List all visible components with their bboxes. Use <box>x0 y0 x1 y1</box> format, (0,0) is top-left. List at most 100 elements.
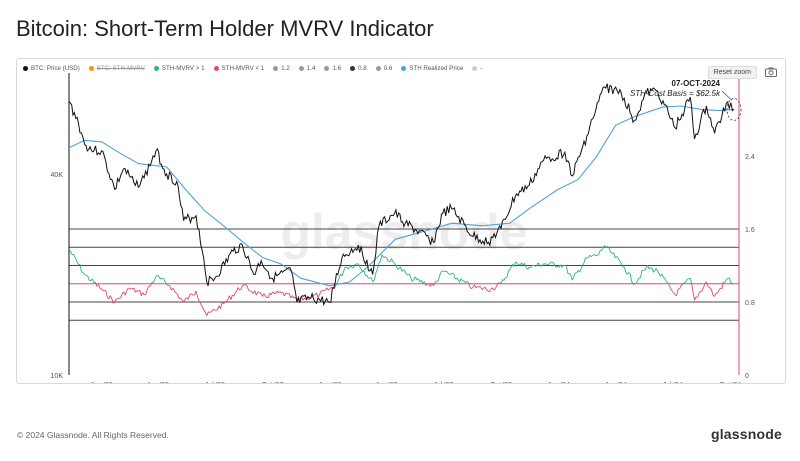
legend-item[interactable]: - <box>472 65 482 72</box>
mvrv-above-segment <box>392 261 395 264</box>
mvrv-above-segment <box>573 272 576 277</box>
legend-item[interactable]: BTC: STH-MVRV <box>88 65 145 72</box>
camera-icon[interactable] <box>765 67 777 77</box>
legend-item[interactable]: 1.6 <box>324 65 341 72</box>
brand-logo: glassnode <box>710 426 782 442</box>
mvrv-below-segment <box>120 293 123 298</box>
mvrv-below-segment <box>316 292 319 298</box>
x-tick-label: Oct '23 <box>490 382 512 383</box>
reset-zoom-button[interactable]: Reset zoom <box>707 66 757 79</box>
mvrv-below-segment <box>187 294 191 300</box>
mvrv-above-segment <box>664 278 667 282</box>
mvrv-above-segment <box>561 264 564 268</box>
mvrv-below-segment <box>233 292 236 297</box>
mvrv-below-segment <box>496 282 499 286</box>
mvrv-above-segment <box>663 277 666 279</box>
mvrv-above-segment <box>394 263 397 266</box>
legend-item[interactable]: 1.2 <box>273 65 290 72</box>
mvrv-below-segment <box>203 309 206 313</box>
mvrv-above-segment <box>530 265 533 268</box>
mvrv-below-segment <box>267 292 271 298</box>
legend-item[interactable]: STH Realized Price <box>401 65 463 72</box>
x-tick-label: Jul '23 <box>433 382 453 383</box>
mvrv-below-segment <box>494 285 498 289</box>
mvrv-below-segment <box>178 297 181 300</box>
mvrv-above-segment <box>157 274 160 278</box>
mvrv-above-segment <box>605 245 608 248</box>
legend-item[interactable]: 1.4 <box>298 65 315 72</box>
mvrv-below-segment <box>285 292 288 295</box>
mvrv-above-segment <box>524 263 527 268</box>
mvrv-below-segment <box>223 301 226 305</box>
mvrv-below-segment <box>468 282 471 288</box>
mvrv-below-segment <box>707 285 710 288</box>
legend-item[interactable]: STH-MVRV > 1 <box>153 65 205 72</box>
legend-label: 0.6 <box>383 65 393 72</box>
legend-item[interactable]: 0.6 <box>375 65 393 72</box>
mvrv-above-segment <box>89 279 91 282</box>
mvrv-above-segment <box>657 270 660 275</box>
mvrv-below-segment <box>329 286 332 289</box>
x-tick-label: Jul '22 <box>205 382 225 383</box>
mvrv-above-segment <box>510 264 514 268</box>
mvrv-above-segment <box>563 264 566 266</box>
mvrv-above-segment <box>466 280 469 284</box>
mvrv-above-segment <box>440 270 443 273</box>
mvrv-above-segment <box>551 261 553 263</box>
legend-label: STH-MVRV < 1 <box>221 65 265 72</box>
mvrv-above-segment <box>375 269 378 274</box>
mvrv-above-segment <box>70 251 73 255</box>
mvrv-above-segment <box>620 263 624 267</box>
mvrv-below-segment <box>291 295 295 299</box>
mvrv-below-segment <box>493 288 496 291</box>
x-tick-label: Jul '24 <box>663 382 683 383</box>
x-tick-label: Apr '24 <box>605 382 627 383</box>
x-tick-label: Oct '22 <box>262 382 284 383</box>
mvrv-above-segment <box>623 267 627 273</box>
mvrv-above-segment <box>602 245 605 249</box>
mvrv-below-segment <box>694 296 697 301</box>
mvrv-above-segment <box>583 257 586 263</box>
mvrv-above-segment <box>408 273 412 279</box>
mvrv-above-segment <box>500 279 503 284</box>
mvrv-above-segment <box>158 276 161 280</box>
mvrv-below-segment <box>215 309 218 311</box>
mvrv-below-segment <box>119 297 121 299</box>
legend-item[interactable]: BTC: Price (USD) <box>23 65 80 72</box>
mvrv-below-segment <box>183 298 186 303</box>
annotation-text: STH-Cost Basis = $62.5k <box>630 89 721 98</box>
chart-plot-area[interactable]: glassnode 40K 10K 2.4 1.6 0.8 0 Jan '22 Apr '22 J… <box>17 59 785 383</box>
mvrv-below-segment <box>220 301 223 309</box>
mvrv-above-segment <box>438 272 442 278</box>
mvrv-below-segment <box>671 290 675 294</box>
mvrv-above-segment <box>386 257 389 262</box>
mvrv-below-segment <box>234 290 238 294</box>
legend-label: STH-MVRV > 1 <box>161 65 205 72</box>
mvrv-above-segment <box>87 275 90 281</box>
mvrv-above-segment <box>728 277 732 283</box>
legend-item[interactable]: 0.8 <box>350 65 367 72</box>
mvrv-below-segment <box>189 293 192 295</box>
mvrv-below-segment <box>126 287 129 291</box>
legend-item[interactable]: STH-MVRV < 1 <box>213 65 265 72</box>
mvrv-below-segment <box>487 290 490 293</box>
mvrv-above-segment <box>503 277 506 281</box>
legend-swatch <box>298 66 304 71</box>
mvrv-above-segment <box>353 263 356 268</box>
mvrv-above-segment <box>443 270 446 273</box>
mvrv-below-segment <box>698 290 701 294</box>
mvrv-above-segment <box>79 264 82 272</box>
y-right-tick-label: 0.8 <box>745 300 755 307</box>
mvrv-below-segment <box>197 297 200 301</box>
legend-swatch <box>324 66 330 71</box>
mvrv-below-segment <box>425 283 428 286</box>
mvrv-above-segment <box>352 266 355 269</box>
copyright-text: © 2024 Glassnode. All Rights Reserved. <box>17 430 169 440</box>
mvrv-below-segment <box>145 289 148 295</box>
legend-swatch <box>153 66 159 71</box>
watermark-text: glassnode <box>280 204 527 260</box>
mvrv-below-segment <box>260 293 263 297</box>
mvrv-above-segment <box>613 252 616 259</box>
x-tick-label: Jan '23 <box>319 382 341 383</box>
mvrv-above-segment <box>608 247 611 253</box>
